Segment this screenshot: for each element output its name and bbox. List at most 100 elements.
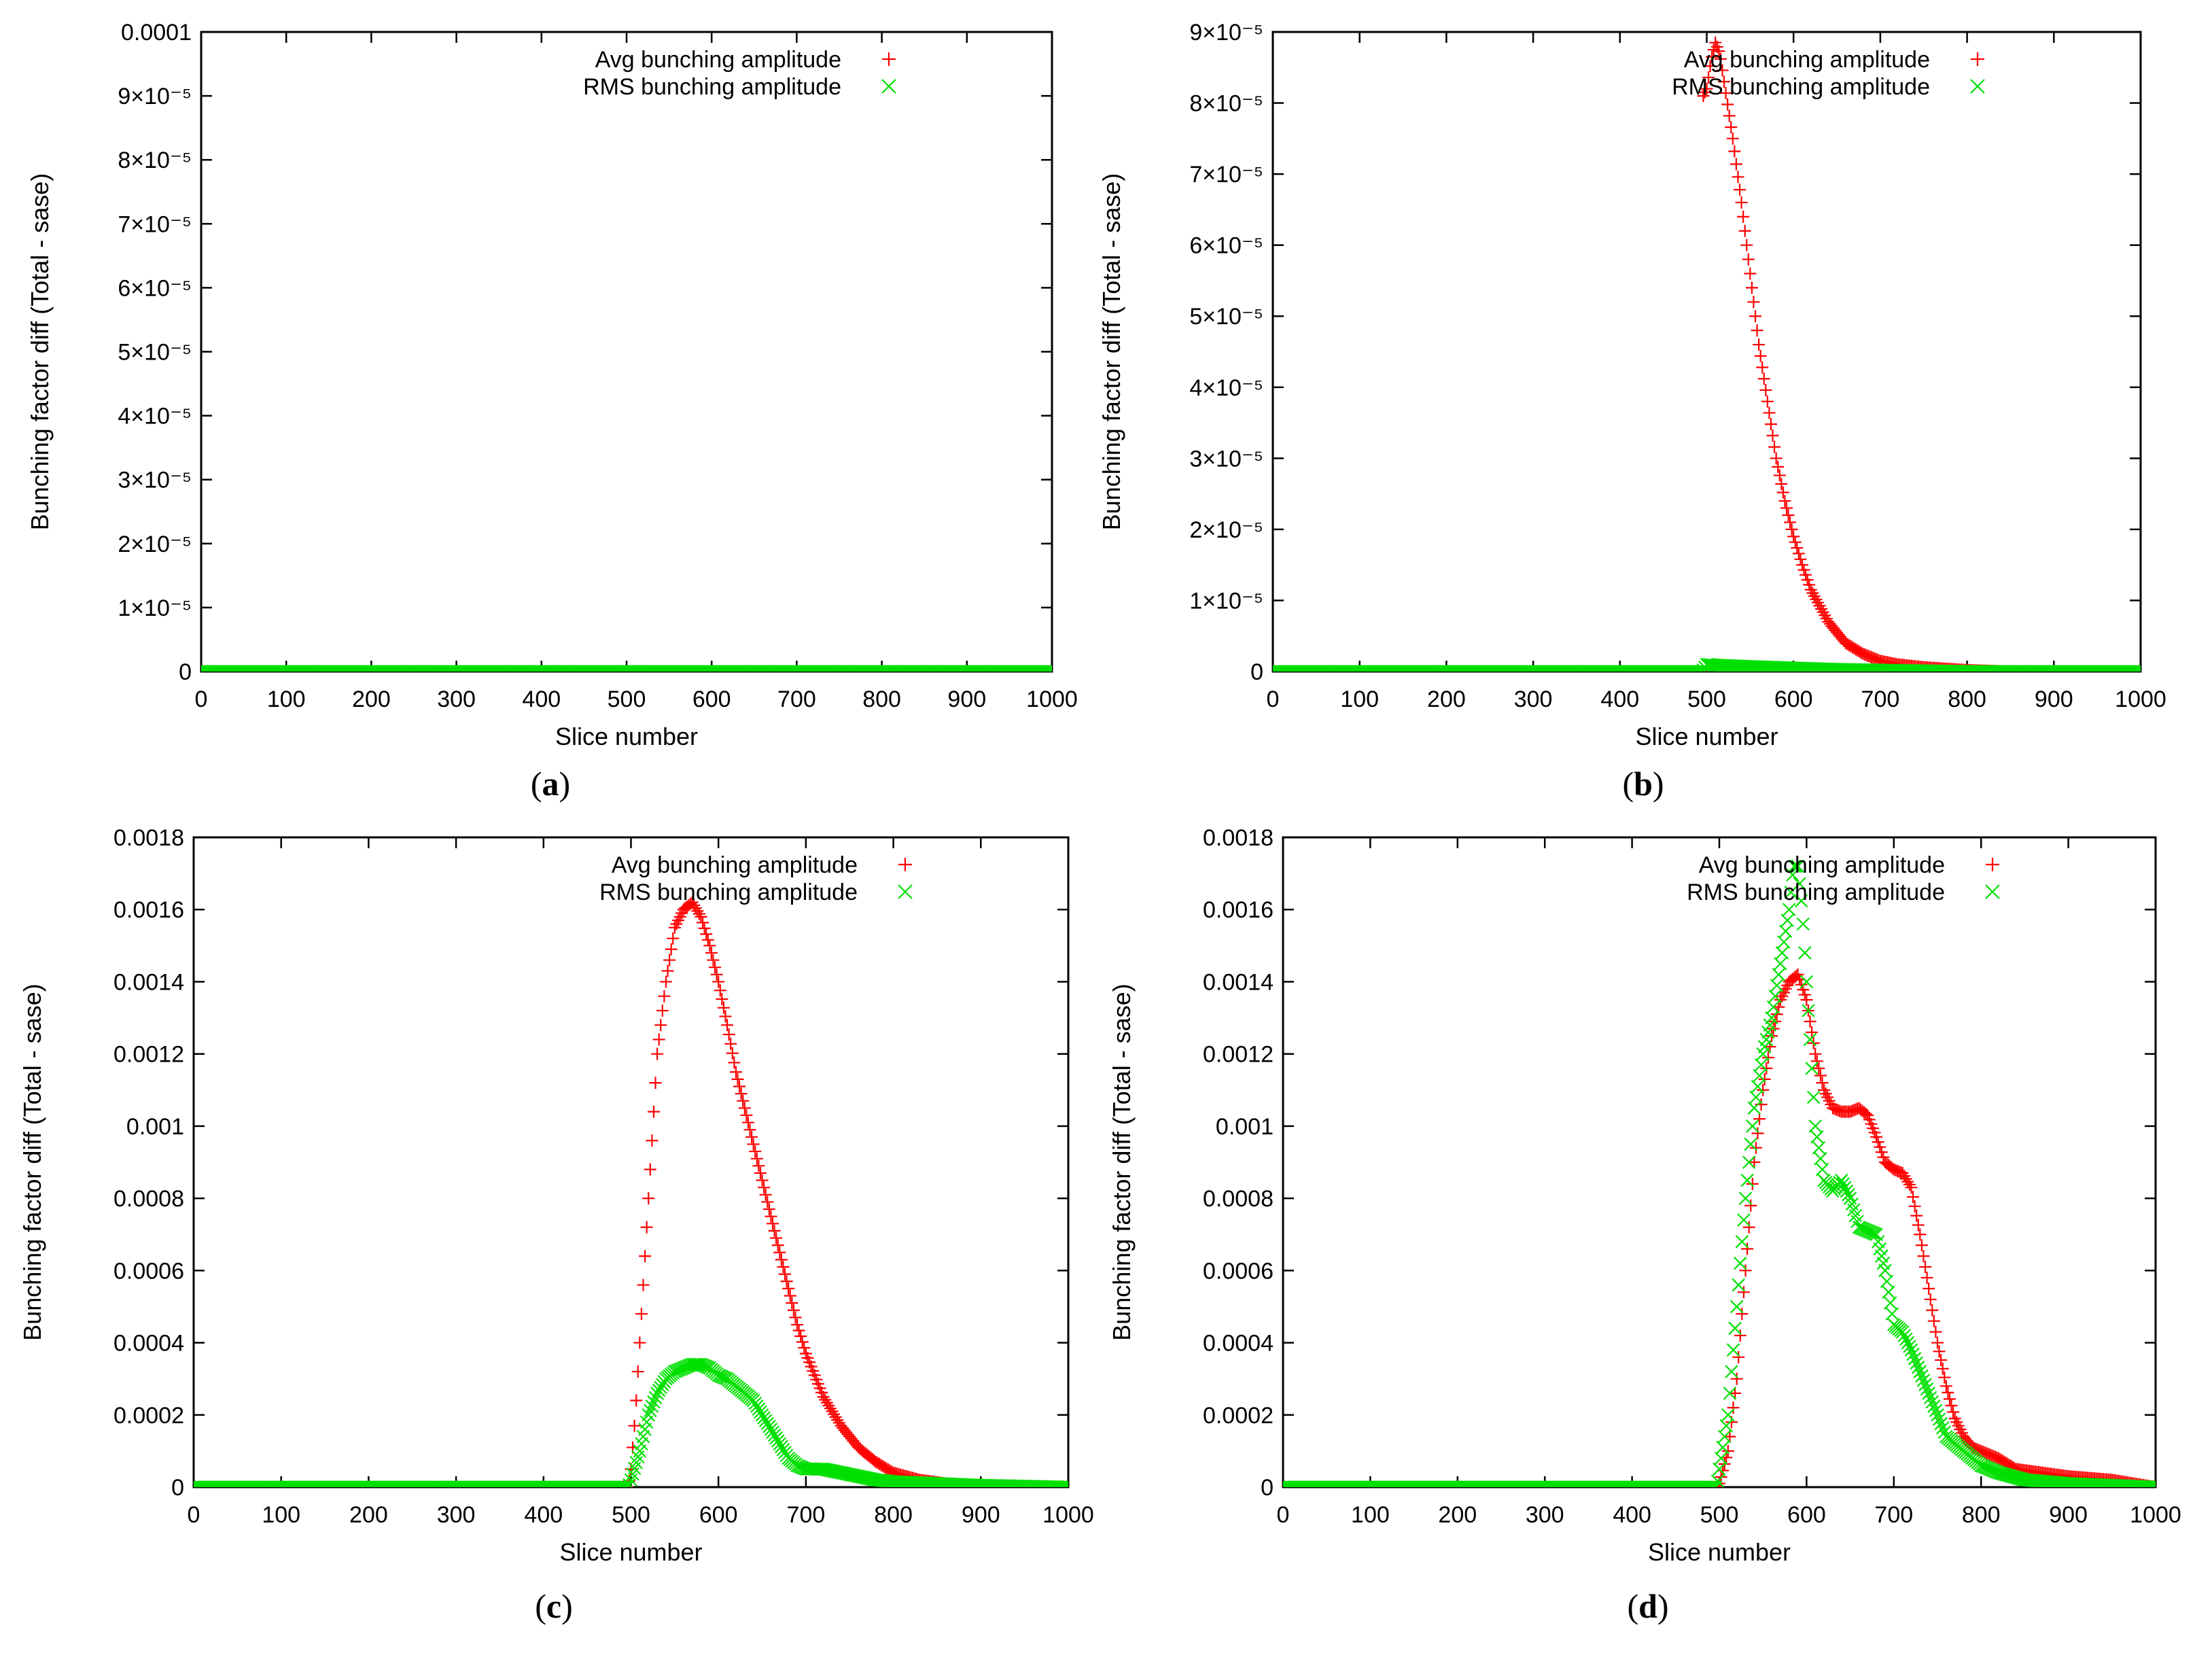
- caption-letter: a: [542, 765, 559, 803]
- x-tick-label: 200: [1427, 686, 1466, 712]
- data-point: [1714, 1451, 1728, 1465]
- data-point: [1725, 121, 1738, 134]
- data-point: [1746, 1119, 1759, 1133]
- data-point: [1800, 994, 1813, 1006]
- data-point: [1780, 502, 1793, 515]
- x-tick-label: 100: [1340, 686, 1379, 712]
- data-point: [1732, 171, 1744, 184]
- data-point: [1757, 372, 1770, 385]
- data-point: [1721, 98, 1734, 111]
- data-point: [1913, 1365, 1927, 1378]
- data-point: [791, 1319, 804, 1331]
- data-point: [769, 1431, 783, 1445]
- data-point: [1815, 1162, 1829, 1177]
- data-layer: [1283, 859, 2156, 1487]
- x-tick-label: 800: [1962, 1502, 2001, 1528]
- data-point: [1916, 1374, 1931, 1387]
- data-point: [1730, 158, 1742, 171]
- x-tick-label: 300: [437, 686, 476, 712]
- data-point: [635, 1308, 648, 1321]
- data-point: [1931, 1408, 1944, 1422]
- data-point: [764, 1423, 778, 1436]
- data-point: [1776, 486, 1789, 499]
- data-point: [1038, 665, 1052, 672]
- y-tick-label: 0.0016: [1203, 897, 1274, 923]
- data-point: [745, 1130, 758, 1143]
- data-point: [796, 1336, 809, 1348]
- data-point: [1920, 1382, 1934, 1396]
- y-tick-label: 0.001: [126, 1114, 184, 1140]
- data-point: [1740, 1173, 1754, 1187]
- data-point: [1794, 553, 1807, 565]
- data-point: [1773, 469, 1786, 482]
- data-point: [750, 1152, 763, 1165]
- data-point: [1816, 606, 1829, 619]
- data-point: [1768, 989, 1782, 1003]
- data-point: [1778, 924, 1793, 938]
- series-rms: [201, 665, 1052, 672]
- data-point: [1810, 1130, 1824, 1144]
- data-point: [722, 1028, 735, 1041]
- caption-close: ): [1653, 765, 1664, 803]
- y-tick-label: 3×10⁻⁵: [118, 468, 192, 493]
- data-point: [1806, 1026, 1819, 1039]
- data-point: [2147, 1480, 2156, 1487]
- data-point: [1732, 1351, 1745, 1363]
- data-point: [1744, 1137, 1757, 1151]
- data-point: [1707, 1480, 1721, 1487]
- data-point: [649, 1077, 662, 1090]
- x-tick-label: 700: [1874, 1502, 1913, 1528]
- data-point: [1927, 1399, 1941, 1413]
- data-point: [1910, 1209, 1923, 1222]
- data-point: [721, 1019, 734, 1032]
- data-point: [1737, 210, 1750, 223]
- y-tick-label: 0.0014: [1203, 969, 1274, 995]
- data-point: [700, 928, 713, 941]
- data-point: [1899, 1172, 1912, 1185]
- x-tick-label: 200: [1438, 1502, 1477, 1528]
- data-point: [1800, 975, 1814, 989]
- data-point: [659, 975, 672, 988]
- y-axis-label: Bunching factor diff (Total - sase): [26, 173, 54, 531]
- data-point: [1704, 60, 1717, 73]
- data-point: [1910, 1356, 1923, 1370]
- data-point: [1929, 1325, 1942, 1338]
- data-point: [1744, 1199, 1757, 1212]
- legend-label: RMS bunching amplitude: [1672, 74, 1930, 100]
- data-point: [1761, 395, 1774, 408]
- x-tick-label: 900: [2035, 686, 2073, 712]
- data-point: [654, 1380, 668, 1395]
- data-point: [1924, 1293, 1937, 1306]
- data-point: [1045, 665, 1052, 672]
- y-tick-label: 0.0008: [113, 1186, 184, 1212]
- plot-frame: [192, 836, 1070, 1488]
- data-point: [765, 1210, 777, 1223]
- data-point: [729, 1066, 742, 1079]
- data-point: [829, 1410, 842, 1423]
- data-point: [639, 1250, 652, 1263]
- x-axis-label: Slice number: [559, 1538, 702, 1566]
- data-point: [2141, 1480, 2156, 1487]
- data-point: [1842, 1188, 1855, 1202]
- data-point: [1798, 988, 1811, 1001]
- legend-marker: [898, 884, 913, 899]
- y-tick-label: 0: [1250, 659, 1263, 685]
- y-tick-label: 6×10⁻⁵: [1189, 233, 1263, 259]
- data-point: [775, 1253, 788, 1266]
- data-point: [786, 1297, 798, 1310]
- x-tick-label: 500: [612, 1502, 650, 1528]
- data-point: [707, 954, 720, 966]
- data-point: [1691, 665, 1705, 672]
- data-point: [773, 1437, 787, 1451]
- x-tick-label: 500: [1700, 1502, 1739, 1528]
- data-point: [1742, 1221, 1755, 1234]
- data-point: [757, 1411, 771, 1425]
- x-tick-label: 1000: [2115, 686, 2166, 712]
- series-avg: [194, 896, 1068, 1487]
- data-point: [644, 1163, 656, 1176]
- data-point: [1054, 1480, 1068, 1487]
- x-tick-label: 400: [1613, 1502, 1651, 1528]
- data-point: [1751, 324, 1763, 337]
- data-point: [2128, 665, 2141, 672]
